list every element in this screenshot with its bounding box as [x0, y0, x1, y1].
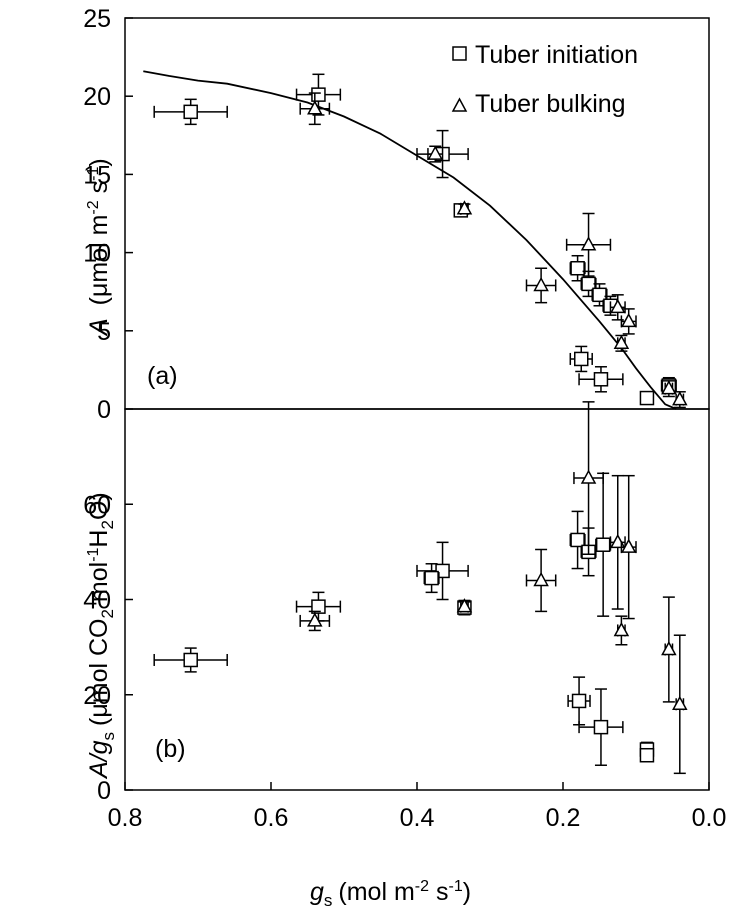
x-axis-label: gs (mol m-2 s-1): [310, 878, 471, 910]
x-axis-label-var: g: [310, 878, 324, 906]
y-tick-label: 40: [83, 587, 111, 615]
initiation-point: [593, 372, 609, 387]
legend-item-initiation: Tuber initiation: [452, 41, 638, 69]
panel-a-label: (a): [147, 362, 178, 390]
initiation-point: [183, 652, 198, 668]
legend-label-bulking: Tuber bulking: [475, 90, 626, 118]
y-tick-label: 20: [83, 682, 111, 710]
x-tick-label: 0.2: [546, 804, 581, 832]
x-tick-label: 0.8: [108, 804, 143, 832]
legend-triangle-marker: [451, 97, 468, 112]
legend-item-bulking: Tuber bulking: [451, 90, 626, 118]
initiation-point: [593, 719, 609, 735]
panel-a-y-ticks: 0 5 10 15 20 25: [83, 5, 133, 424]
panel-a-fit-curve: [143, 70, 677, 410]
bulking-point: [307, 100, 323, 115]
initiation-point: [571, 693, 587, 709]
bulking-point: [613, 621, 630, 637]
initiation-point: [639, 390, 655, 406]
bulking-point: [427, 145, 444, 160]
bulking-point: [456, 200, 473, 215]
y-tick-label: 0: [97, 396, 111, 424]
bulking-point: [533, 276, 549, 292]
x-tick-label: 0.4: [400, 804, 435, 832]
bulking-point: [661, 640, 677, 656]
bulking-point: [307, 612, 323, 627]
panel-b-points: [153, 401, 688, 775]
bulking-point: [672, 695, 688, 711]
panel-a-ylabel: A (μmol m-2 s-1): [85, 158, 113, 337]
panel-b-ylabel-units: (μmol CO2 mol-1H2O): [85, 492, 117, 726]
legend-square-marker: [452, 46, 467, 61]
bulking-point: [672, 391, 688, 406]
y-tick-label: 0: [97, 777, 111, 805]
y-tick-label: 15: [83, 161, 111, 189]
initiation-point: [183, 104, 198, 120]
initiation-point: [639, 747, 655, 763]
initiation-point: [424, 570, 439, 586]
initiation-point: [592, 287, 607, 303]
x-axis-label-sub: s: [324, 891, 333, 910]
panel-a: 0 5 10 15 20 25 (a) Tuber initiation Tuber bu…: [83, 5, 710, 424]
y-tick-label: 10: [83, 240, 111, 268]
x-axis-label-units: (mol m-2 s-1): [338, 878, 471, 906]
y-tick-label: 20: [83, 83, 111, 111]
bulking-point: [580, 469, 597, 484]
fit-curve-line: [143, 70, 677, 410]
panel-b-ylabel-var: A/g: [85, 740, 113, 780]
x-tick-label: 0.0: [692, 804, 727, 832]
y-tick-label: 25: [83, 5, 111, 33]
bulking-point: [609, 298, 626, 314]
y-tick-label: 5: [97, 318, 111, 346]
panel-b-y-ticks: 0 20 40 60: [83, 491, 133, 805]
bulking-point: [533, 571, 549, 587]
initiation-point: [595, 537, 611, 552]
x-tick-label: 0.6: [254, 804, 289, 832]
panel-a-points: [153, 73, 688, 409]
bulking-point: [456, 598, 473, 613]
panel-b-ylabel: A/gs (μmol CO2 mol-1H2O): [85, 492, 118, 780]
bulking-point: [620, 538, 637, 553]
legend: Tuber initiation Tuber bulking: [451, 41, 638, 118]
panel-b-label: (b): [155, 735, 186, 763]
bulking-point: [620, 312, 637, 328]
panel-b-ylabel-sub: s: [99, 732, 118, 741]
y-tick-label: 60: [83, 491, 111, 519]
initiation-point: [570, 260, 585, 276]
initiation-point: [574, 351, 589, 367]
bulking-point: [613, 334, 630, 350]
bulking-point: [609, 533, 626, 549]
panel-a-ylabel-units: (μmol m-2 s-1): [85, 158, 113, 305]
initiation-point: [311, 599, 326, 614]
legend-label-initiation: Tuber initiation: [475, 41, 638, 69]
bulking-point: [661, 380, 677, 395]
bulking-point: [580, 236, 597, 251]
initiation-point: [570, 532, 585, 548]
x-axis-ticks: 0.8 0.6 0.4 0.2 0.0: [108, 782, 727, 832]
initiation-point: [311, 87, 326, 102]
panel-b-frame: [124, 408, 710, 791]
panel-a-ylabel-var: A: [85, 318, 113, 337]
